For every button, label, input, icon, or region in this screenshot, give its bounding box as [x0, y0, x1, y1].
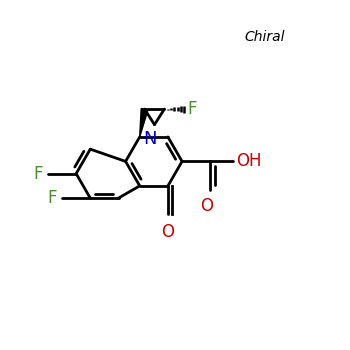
Text: F: F: [47, 189, 57, 207]
Text: Chiral: Chiral: [244, 30, 285, 44]
Text: F: F: [188, 100, 197, 118]
Text: O: O: [161, 223, 174, 241]
Polygon shape: [140, 108, 148, 137]
Text: OH: OH: [236, 152, 262, 170]
Text: N: N: [143, 130, 157, 148]
Text: F: F: [33, 164, 43, 183]
Text: O: O: [200, 197, 214, 215]
